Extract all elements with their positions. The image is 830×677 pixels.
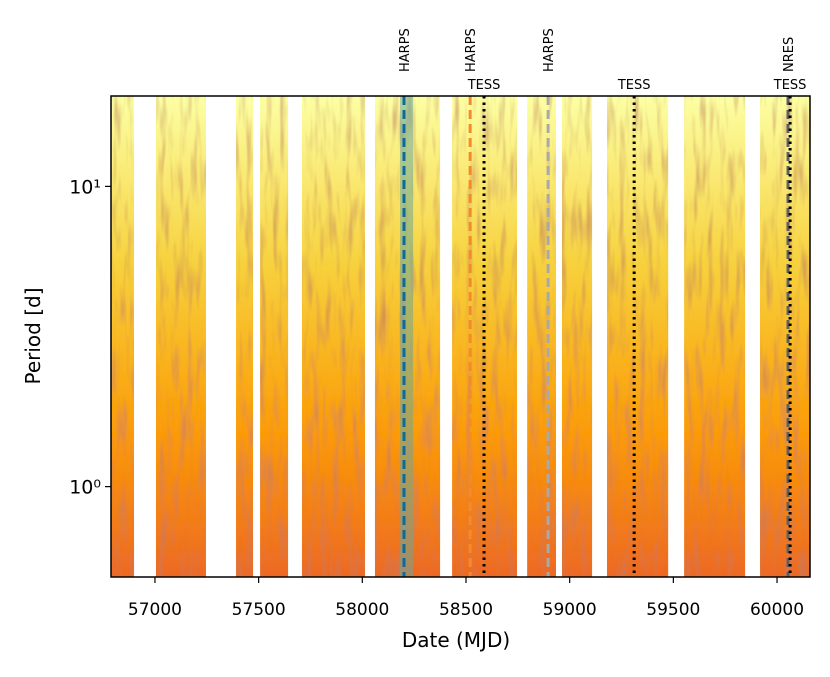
shaded-band: [400, 96, 414, 577]
marker-label: NRES: [782, 37, 797, 72]
season-block: [236, 96, 254, 577]
season-block: [301, 96, 366, 577]
x-tick-label: 58000: [335, 600, 389, 620]
marker-label: HARPS: [542, 28, 557, 72]
x-axis-title: Date (MJD): [402, 628, 510, 652]
x-tick-label: 58500: [439, 600, 493, 620]
season-block: [760, 96, 810, 577]
season-block: [562, 96, 593, 577]
marker-label: TESS: [773, 78, 807, 93]
y-tick-label: 10¹: [69, 176, 101, 198]
marker-label: HARPS: [464, 28, 479, 72]
x-tick-label: 59000: [543, 600, 597, 620]
season-block: [527, 96, 556, 577]
marker-label: TESS: [617, 78, 651, 93]
season-block: [260, 96, 289, 577]
plot-frame: [110, 95, 811, 578]
y-axis-title: Period [d]: [21, 287, 45, 384]
marker-label: TESS: [467, 78, 501, 93]
season-block: [606, 96, 669, 577]
x-tick-label: 57000: [128, 600, 182, 620]
y-tick-label: 10⁰: [69, 477, 101, 499]
x-tick-label: 57500: [232, 600, 286, 620]
x-tick-label: 60000: [750, 600, 804, 620]
season-block: [155, 96, 206, 577]
marker-label: HARPS: [398, 28, 413, 72]
x-tick-label: 59500: [646, 600, 700, 620]
season-block: [111, 96, 135, 577]
season-block: [684, 96, 746, 577]
